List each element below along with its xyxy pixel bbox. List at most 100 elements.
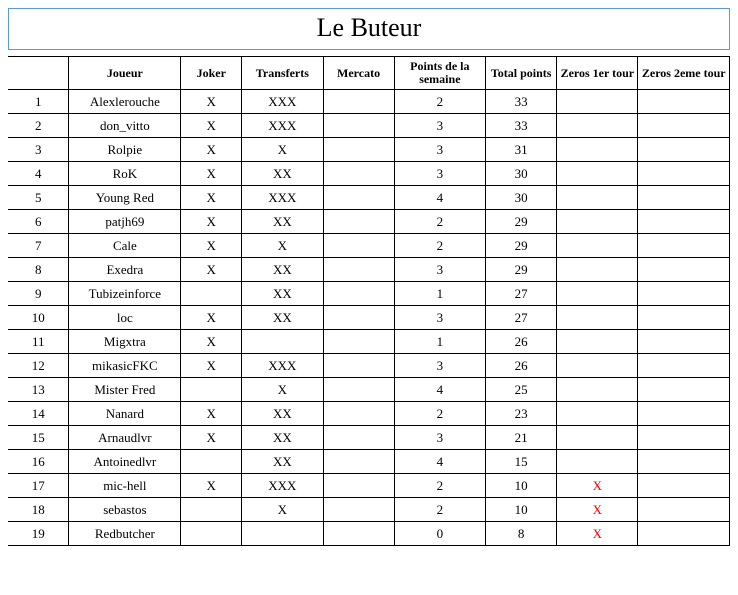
cell-joker (181, 450, 242, 474)
cell-mercato (323, 402, 394, 426)
cell-joker: X (181, 162, 242, 186)
standings-table: Joueur Joker Transferts Mercato Points d… (8, 56, 730, 546)
cell-player: RoK (69, 162, 181, 186)
cell-transfers: XX (242, 426, 323, 450)
cell-joker: X (181, 186, 242, 210)
cell-total: 10 (486, 498, 557, 522)
cell-mercato (323, 354, 394, 378)
table-row: 19Redbutcher08X (8, 522, 730, 546)
table-row: 8ExedraXXX329 (8, 258, 730, 282)
cell-zeros-2eme (638, 498, 730, 522)
col-rank (8, 57, 69, 90)
cell-zeros-2eme (638, 114, 730, 138)
cell-transfers: XX (242, 306, 323, 330)
cell-transfers: XXX (242, 114, 323, 138)
cell-zeros-1er (557, 234, 638, 258)
cell-zeros-2eme (638, 282, 730, 306)
cell-transfers: X (242, 498, 323, 522)
cell-zeros-2eme (638, 378, 730, 402)
cell-total: 8 (486, 522, 557, 546)
cell-total: 33 (486, 90, 557, 114)
cell-transfers: X (242, 138, 323, 162)
cell-zeros-2eme (638, 354, 730, 378)
cell-zeros-1er (557, 282, 638, 306)
cell-rank: 9 (8, 282, 69, 306)
cell-mercato (323, 330, 394, 354)
cell-points-week: 3 (394, 114, 485, 138)
cell-total: 25 (486, 378, 557, 402)
cell-zeros-1er (557, 210, 638, 234)
cell-total: 26 (486, 354, 557, 378)
cell-zeros-1er (557, 90, 638, 114)
cell-player: Arnaudlvr (69, 426, 181, 450)
cell-rank: 18 (8, 498, 69, 522)
cell-transfers: XX (242, 162, 323, 186)
cell-points-week: 3 (394, 354, 485, 378)
cell-player: loc (69, 306, 181, 330)
cell-mercato (323, 234, 394, 258)
cell-zeros-2eme (638, 306, 730, 330)
cell-mercato (323, 258, 394, 282)
col-transfers: Transferts (242, 57, 323, 90)
cell-rank: 11 (8, 330, 69, 354)
cell-zeros-2eme (638, 210, 730, 234)
cell-total: 31 (486, 138, 557, 162)
cell-rank: 19 (8, 522, 69, 546)
cell-player: mic-hell (69, 474, 181, 498)
cell-zeros-2eme (638, 234, 730, 258)
cell-mercato (323, 90, 394, 114)
cell-points-week: 4 (394, 378, 485, 402)
cell-player: mikasicFKC (69, 354, 181, 378)
cell-zeros-1er (557, 306, 638, 330)
cell-rank: 4 (8, 162, 69, 186)
cell-total: 29 (486, 258, 557, 282)
table-row: 16AntoinedlvrXX415 (8, 450, 730, 474)
table-row: 6patjh69XXX229 (8, 210, 730, 234)
cell-player: Nanard (69, 402, 181, 426)
cell-rank: 14 (8, 402, 69, 426)
cell-transfers: XXX (242, 186, 323, 210)
cell-transfers: X (242, 234, 323, 258)
cell-zeros-1er (557, 258, 638, 282)
cell-zeros-2eme (638, 330, 730, 354)
cell-transfers: XX (242, 210, 323, 234)
cell-transfers: XX (242, 282, 323, 306)
cell-zeros-2eme (638, 426, 730, 450)
col-joker: Joker (181, 57, 242, 90)
cell-zeros-2eme (638, 162, 730, 186)
cell-player: Mister Fred (69, 378, 181, 402)
col-mercato: Mercato (323, 57, 394, 90)
col-zeros-2eme: Zeros 2eme tour (638, 57, 730, 90)
cell-mercato (323, 378, 394, 402)
cell-points-week: 1 (394, 330, 485, 354)
cell-joker: X (181, 258, 242, 282)
cell-transfers: XX (242, 402, 323, 426)
cell-mercato (323, 162, 394, 186)
cell-joker: X (181, 234, 242, 258)
table-row: 11MigxtraX126 (8, 330, 730, 354)
cell-points-week: 2 (394, 498, 485, 522)
cell-mercato (323, 522, 394, 546)
table-row: 7CaleXX229 (8, 234, 730, 258)
cell-zeros-1er (557, 162, 638, 186)
page-title: Le Buteur (8, 8, 730, 50)
table-row: 4RoKXXX330 (8, 162, 730, 186)
cell-total: 15 (486, 450, 557, 474)
cell-total: 30 (486, 186, 557, 210)
cell-transfers: XX (242, 258, 323, 282)
table-row: 12mikasicFKCXXXX326 (8, 354, 730, 378)
cell-mercato (323, 450, 394, 474)
cell-points-week: 0 (394, 522, 485, 546)
cell-points-week: 3 (394, 258, 485, 282)
cell-joker (181, 522, 242, 546)
cell-mercato (323, 138, 394, 162)
cell-zeros-2eme (638, 450, 730, 474)
table-row: 15ArnaudlvrXXX321 (8, 426, 730, 450)
cell-zeros-1er (557, 138, 638, 162)
cell-zeros-2eme (638, 522, 730, 546)
cell-rank: 16 (8, 450, 69, 474)
cell-zeros-1er (557, 378, 638, 402)
cell-mercato (323, 186, 394, 210)
cell-points-week: 1 (394, 282, 485, 306)
cell-zeros-1er (557, 426, 638, 450)
